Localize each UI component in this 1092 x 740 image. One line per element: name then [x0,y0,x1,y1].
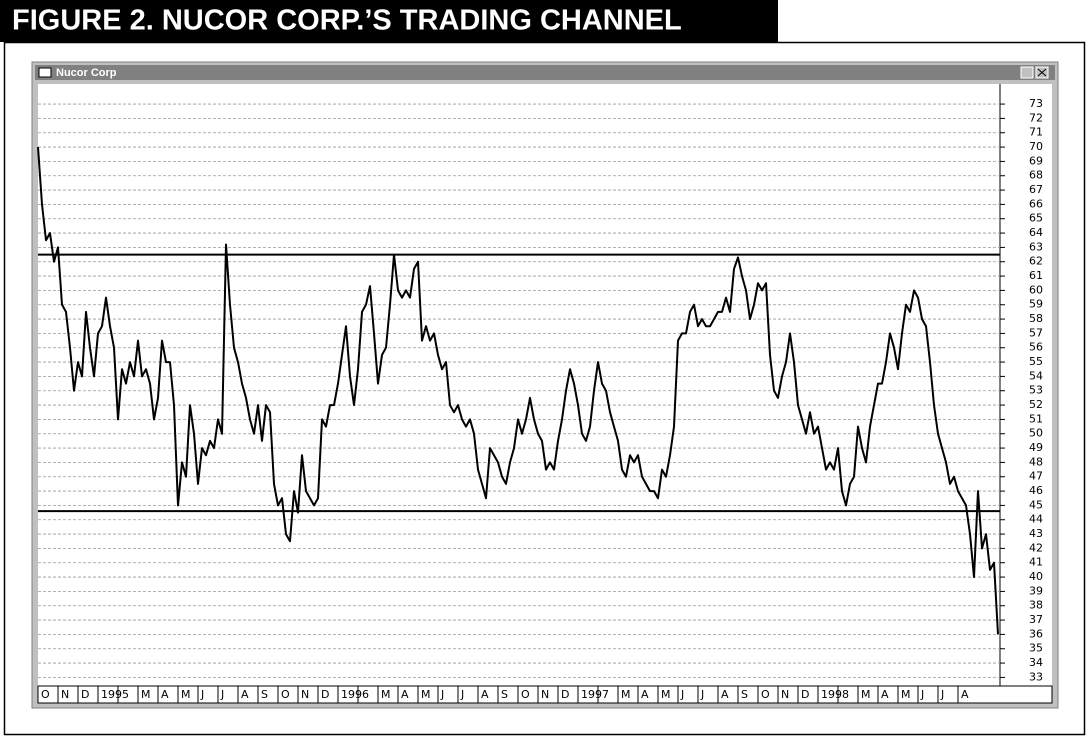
x-tick-label: O [521,688,530,701]
x-tick-label: A [721,688,729,701]
x-tick-label: A [481,688,489,701]
y-tick-label: 59 [1029,298,1043,311]
x-tick-label: O [41,688,50,701]
y-tick-label: 41 [1029,556,1043,569]
y-tick-label: 35 [1029,642,1043,655]
y-tick-label: 72 [1029,111,1043,124]
x-tick-label: A [161,688,169,701]
y-tick-label: 55 [1029,355,1043,368]
y-tick-label: 54 [1029,369,1043,382]
x-tick-label: D [321,688,329,701]
x-tick-label: N [61,688,69,701]
y-tick-label: 53 [1029,384,1043,397]
x-tick-label: M [621,688,631,701]
y-tick-label: 65 [1029,212,1043,225]
y-tick-label: 61 [1029,269,1043,282]
y-tick-label: 36 [1029,627,1043,640]
x-tick-label: A [881,688,889,701]
y-tick-label: 73 [1029,97,1043,110]
x-tick-label: M [901,688,911,701]
window-icon [38,67,52,78]
x-tick-label: N [301,688,309,701]
plot-area [38,84,1000,686]
x-tick-label: 1997 [581,688,609,701]
x-tick-label: J [460,688,464,701]
x-tick-label: N [781,688,789,701]
x-tick-label: M [661,688,671,701]
x-tick-label: J [200,688,204,701]
x-tick-label: J [440,688,444,701]
x-tick-label: S [501,688,508,701]
figure-frame [3,41,1086,736]
y-axis-area [1000,84,1052,686]
y-tick-label: 71 [1029,126,1043,139]
y-tick-label: 45 [1029,498,1043,511]
x-tick-label: A [241,688,249,701]
y-tick-label: 64 [1029,226,1043,239]
y-tick-label: 70 [1029,140,1043,153]
y-tick-label: 44 [1029,513,1043,526]
x-tick-label: O [761,688,770,701]
y-tick-label: 58 [1029,312,1043,325]
y-tick-label: 67 [1029,183,1043,196]
y-tick-label: 57 [1029,326,1043,339]
y-tick-label: 60 [1029,283,1043,296]
y-tick-label: 37 [1029,613,1043,626]
x-tick-label: S [741,688,748,701]
title-banner [0,0,778,42]
x-tick-label: D [81,688,89,701]
y-tick-label: 48 [1029,455,1043,468]
x-tick-label: 1996 [341,688,369,701]
x-tick-label: 1995 [101,688,129,701]
x-tick-label: M [141,688,151,701]
x-tick-label: J [680,688,684,701]
y-tick-label: 40 [1029,570,1043,583]
y-tick-label: 50 [1029,427,1043,440]
y-tick-label: 42 [1029,541,1043,554]
y-tick-label: 56 [1029,341,1043,354]
y-tick-label: 68 [1029,169,1043,182]
x-tick-label: M [421,688,431,701]
x-tick-label: D [561,688,569,701]
x-tick-label: N [541,688,549,701]
x-tick-label: J [940,688,944,701]
y-tick-label: 34 [1029,656,1043,669]
y-tick-label: 38 [1029,599,1043,612]
x-tick-label: A [401,688,409,701]
y-tick-label: 66 [1029,197,1043,210]
x-tick-label: A [641,688,649,701]
x-tick-label: J [920,688,924,701]
x-tick-label: 1998 [821,688,849,701]
x-tick-label: S [261,688,268,701]
x-tick-label: M [861,688,871,701]
y-tick-label: 33 [1029,670,1043,683]
y-tick-label: 69 [1029,154,1043,167]
window-title: Nucor Corp [56,67,117,79]
price-line [37,147,999,635]
chart-title: FIGURE 2. NUCOR CORP.’S TRADING CHANNEL [12,5,682,37]
y-tick-label: 39 [1029,584,1043,597]
x-tick-label: M [381,688,391,701]
restore-button[interactable] [1020,66,1034,79]
x-tick-label: M [181,688,191,701]
y-tick-label: 49 [1029,441,1043,454]
window-titlebar [35,65,1055,80]
close-icon [1037,68,1047,77]
x-tick-label: D [801,688,809,701]
x-tick-label: O [281,688,290,701]
x-tick-label: A [961,688,969,701]
y-tick-label: 46 [1029,484,1043,497]
y-tick-label: 51 [1029,412,1043,425]
x-tick-label: J [220,688,224,701]
y-tick-label: 52 [1029,398,1043,411]
y-tick-label: 63 [1029,240,1043,253]
y-tick-label: 43 [1029,527,1043,540]
x-tick-label: J [700,688,704,701]
y-tick-label: 62 [1029,255,1043,268]
y-tick-label: 47 [1029,470,1043,483]
